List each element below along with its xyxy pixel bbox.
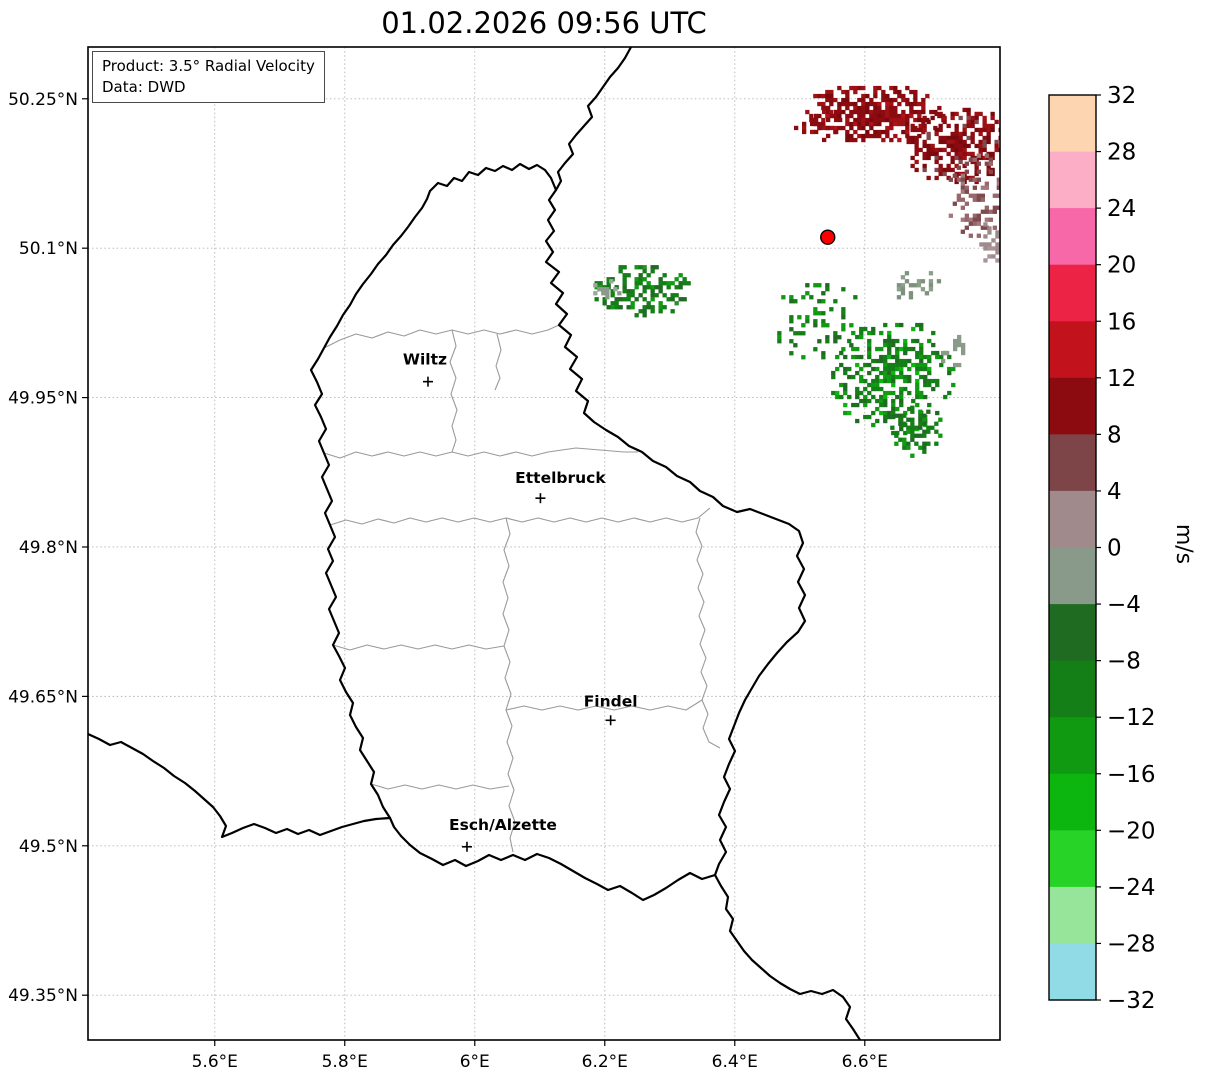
- svg-text:Wiltz: Wiltz: [403, 351, 447, 369]
- svg-text:Esch/Alzette: Esch/Alzette: [449, 816, 557, 834]
- canton-border-line: [332, 644, 505, 651]
- canton-border-line: [449, 329, 458, 453]
- product-info-box: Product: 3.5° Radial Velocity Data: DWD: [92, 51, 325, 103]
- canton-border-line: [505, 699, 703, 711]
- svg-text:50.25°N: 50.25°N: [8, 90, 78, 110]
- page-title: 01.02.2026 09:56 UTC: [381, 6, 707, 40]
- svg-text:16: 16: [1107, 309, 1136, 335]
- svg-text:32: 32: [1107, 83, 1136, 109]
- svg-text:50.1°N: 50.1°N: [19, 239, 78, 259]
- svg-text:20: 20: [1107, 253, 1136, 279]
- svg-text:49.65°N: 49.65°N: [8, 687, 78, 707]
- belgium-germany-border: [554, 47, 633, 192]
- city-markers: Wiltz Ettelbruck Findel Esch/Alzette: [403, 351, 638, 852]
- svg-text:24: 24: [1107, 196, 1136, 222]
- svg-text:8: 8: [1107, 422, 1122, 448]
- svg-text:6.4°E: 6.4°E: [712, 1052, 758, 1072]
- radar-velocity-pixels: [593, 85, 1000, 458]
- svg-text:49.35°N: 49.35°N: [8, 986, 78, 1006]
- svg-text:Findel: Findel: [584, 692, 638, 710]
- svg-text:−12: −12: [1107, 705, 1156, 731]
- svg-text:6.6°E: 6.6°E: [842, 1052, 888, 1072]
- svg-text:0: 0: [1107, 536, 1122, 562]
- luxembourg-border: [309, 162, 807, 902]
- radar-site-marker: [820, 229, 836, 245]
- svg-text:6.2°E: 6.2°E: [582, 1052, 628, 1072]
- plot-frame: [87, 46, 1001, 1041]
- data-source-line: Data: DWD: [102, 78, 186, 96]
- svg-text:12: 12: [1107, 366, 1136, 392]
- canton-border-line: [502, 517, 516, 853]
- svg-text:−8: −8: [1107, 649, 1141, 675]
- svg-text:Ettelbruck: Ettelbruck: [515, 469, 606, 487]
- france-belgium-border: [88, 732, 392, 839]
- svg-text:49.95°N: 49.95°N: [8, 389, 78, 409]
- colorbar: 32 28 24 20 16 12 8 4 0 −4 −8 −12 −16 −20 −24 −28 −32: [1048, 83, 1156, 1014]
- svg-text:−32: −32: [1107, 988, 1156, 1014]
- colorbar-unit-label: m/s: [1171, 523, 1196, 565]
- svg-text:−16: −16: [1107, 762, 1156, 788]
- svg-text:−20: −20: [1107, 818, 1156, 844]
- canton-border-line: [323, 447, 638, 459]
- canton-border-line: [494, 333, 502, 391]
- canton-borders: [323, 324, 721, 853]
- product-line: Product: 3.5° Radial Velocity: [102, 57, 315, 75]
- svg-text:−28: −28: [1107, 931, 1156, 957]
- canton-border-line: [323, 324, 560, 349]
- svg-text:−4: −4: [1107, 592, 1141, 618]
- svg-text:5.6°E: 5.6°E: [192, 1052, 238, 1072]
- svg-text:−24: −24: [1107, 875, 1156, 901]
- france-germany-border: [713, 873, 862, 1040]
- svg-text:28: 28: [1107, 140, 1136, 166]
- svg-text:49.5°N: 49.5°N: [19, 837, 78, 857]
- country-borders: [88, 47, 862, 1040]
- svg-text:6°E: 6°E: [460, 1052, 490, 1072]
- canton-border-line: [370, 783, 510, 790]
- svg-text:5.8°E: 5.8°E: [322, 1052, 368, 1072]
- svg-text:4: 4: [1107, 479, 1122, 505]
- canton-border-line: [695, 517, 721, 749]
- canton-border-line: [329, 507, 711, 526]
- svg-text:49.8°N: 49.8°N: [19, 538, 78, 558]
- gridlines: [88, 47, 1000, 1040]
- axis-tick-labels: 5.6°E 5.8°E 6°E 6.2°E 6.4°E 6.6°E 50.25°N 50.1°…: [8, 90, 888, 1072]
